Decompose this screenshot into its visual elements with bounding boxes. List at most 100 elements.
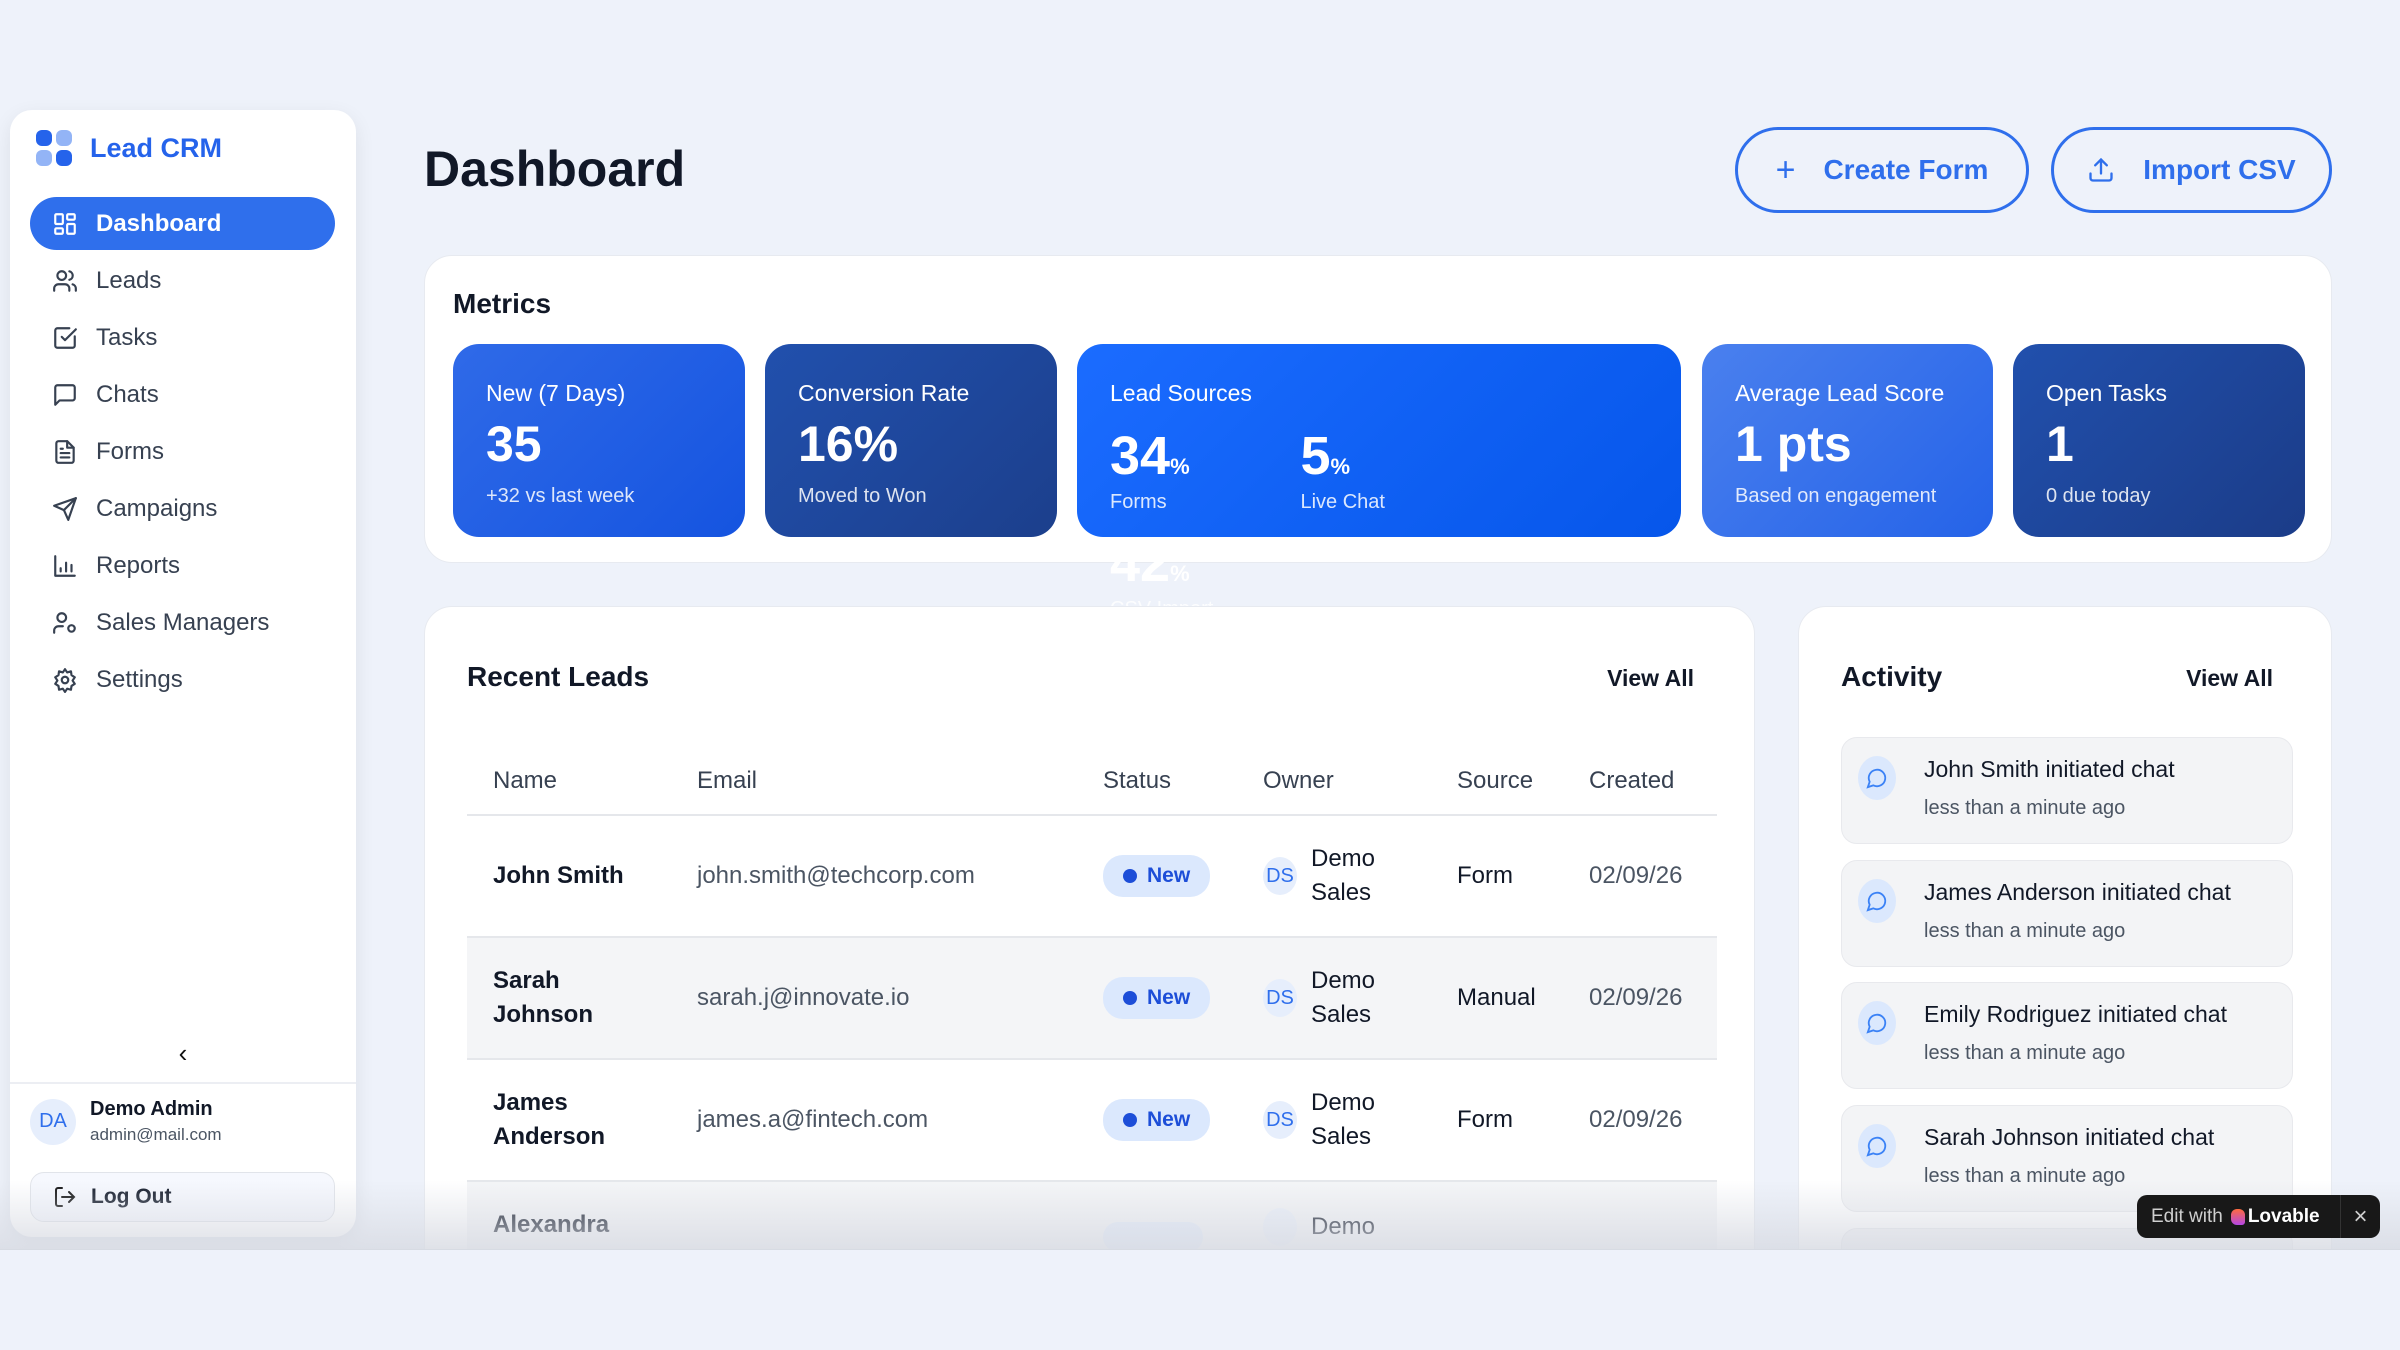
lead-created: 02/09/26 bbox=[1563, 815, 1717, 938]
lead-email: sarah.j@innovate.io bbox=[671, 937, 1077, 1060]
sidebar-item-label: Sales Managers bbox=[96, 608, 270, 636]
user-name: Demo Admin bbox=[90, 1098, 213, 1120]
table-row[interactable]: John Smith john.smith@techcorp.com New D… bbox=[467, 815, 1717, 938]
metric-label: Average Lead Score bbox=[1735, 380, 1945, 406]
sidebar-item-forms[interactable]: Forms bbox=[30, 425, 335, 478]
activity-text: John Smith initiated chat bbox=[1924, 756, 2175, 782]
upload-icon bbox=[2089, 157, 2113, 182]
metric-value: 16% bbox=[798, 416, 899, 472]
table-row[interactable]: Alexandra Demo bbox=[467, 1181, 1717, 1249]
activity-item[interactable]: James Anderson initiated chat less than a… bbox=[1841, 860, 2293, 967]
app-name: Lead CRM bbox=[90, 132, 223, 163]
lead-name: Sarah Johnson bbox=[467, 937, 671, 1060]
close-icon[interactable]: × bbox=[2340, 1195, 2380, 1238]
table-row[interactable]: Sarah Johnson sarah.j@innovate.io New DS… bbox=[467, 937, 1717, 1060]
metric-open-tasks[interactable]: Open Tasks 1 0 due today bbox=[2013, 344, 2305, 537]
metric-conversion-rate[interactable]: Conversion Rate 16% Moved to Won bbox=[765, 344, 1057, 537]
source-value: 42 bbox=[1110, 533, 1171, 593]
leads-table: Name Email Status Owner Source Created J… bbox=[467, 747, 1717, 1249]
col-source[interactable]: Source bbox=[1431, 747, 1563, 816]
activity-text: Sarah Johnson initiated chat bbox=[1924, 1124, 2215, 1150]
owner-avatar bbox=[1263, 1208, 1297, 1246]
source-forms: 34% Forms bbox=[1110, 407, 1296, 514]
metric-sub: +32 vs last week bbox=[486, 485, 635, 507]
sidebar-item-reports[interactable]: Reports bbox=[30, 539, 335, 592]
status-label: New bbox=[1147, 864, 1191, 887]
activity-time: less than a minute ago bbox=[1924, 1165, 2126, 1187]
activity-item[interactable]: Emily Rodriguez initiated chat less than … bbox=[1841, 982, 2293, 1089]
metric-new-leads[interactable]: New (7 Days) 35 +32 vs last week bbox=[453, 344, 745, 537]
activity-panel: Activity View All John Smith initiated c… bbox=[1798, 606, 2332, 1249]
metric-average-lead-score[interactable]: Average Lead Score 1 pts Based on engage… bbox=[1702, 344, 1993, 537]
leads-view-all-link[interactable]: View All bbox=[1607, 665, 1694, 691]
owner-name: Demo Sales bbox=[1311, 967, 1376, 1028]
user-profile[interactable]: DA Demo Admin admin@mail.com bbox=[30, 1098, 222, 1145]
metric-sub: Based on engagement bbox=[1735, 485, 1937, 507]
sidebar-item-label: Tasks bbox=[96, 323, 158, 351]
logout-button[interactable]: Log Out bbox=[30, 1172, 335, 1222]
col-name[interactable]: Name bbox=[467, 747, 671, 816]
status-badge bbox=[1103, 1222, 1203, 1249]
sidebar-item-tasks[interactable]: Tasks bbox=[30, 311, 335, 364]
metric-lead-sources[interactable]: Lead Sources 34%Forms 5%Live Chat 42%CSV… bbox=[1077, 344, 1681, 620]
page-title: Dashboard bbox=[424, 141, 686, 197]
logo-icon bbox=[36, 130, 72, 166]
sidebar-item-dashboard[interactable]: Dashboard bbox=[30, 197, 335, 250]
col-email[interactable]: Email bbox=[671, 747, 1077, 816]
table-row[interactable]: James Anderson james.a@fintech.com New D… bbox=[467, 1059, 1717, 1182]
metrics-title: Metrics bbox=[453, 288, 552, 319]
lovable-heart-icon bbox=[2230, 1208, 2245, 1225]
import-csv-label: Import CSV bbox=[2143, 154, 2296, 185]
collapse-sidebar-button[interactable]: ‹ bbox=[178, 1038, 188, 1068]
sidebar-item-campaigns[interactable]: Campaigns bbox=[30, 482, 335, 535]
metric-value: 35 bbox=[486, 416, 542, 472]
source-unit: % bbox=[1170, 561, 1190, 586]
lead-created: 02/09/26 bbox=[1563, 1059, 1717, 1182]
activity-time: less than a minute ago bbox=[1924, 797, 2126, 819]
owner-avatar: DS bbox=[1263, 857, 1297, 895]
source-unit: % bbox=[1330, 454, 1351, 479]
col-status[interactable]: Status bbox=[1077, 747, 1237, 816]
col-owner[interactable]: Owner bbox=[1237, 747, 1431, 816]
metric-label: Conversion Rate bbox=[798, 380, 970, 406]
source-label: Live Chat bbox=[1300, 491, 1385, 513]
sidebar-item-leads[interactable]: Leads bbox=[30, 254, 335, 307]
metric-label: Lead Sources bbox=[1110, 380, 1252, 406]
edit-with-lovable-badge[interactable]: Edit with Lovable × bbox=[2137, 1195, 2380, 1238]
activity-item[interactable]: John Smith initiated chat less than a min… bbox=[1841, 737, 2293, 844]
sidebar-item-settings[interactable]: Settings bbox=[30, 653, 335, 706]
app-logo[interactable]: Lead CRM bbox=[36, 130, 222, 166]
metric-sub: 0 due today bbox=[2046, 485, 2151, 507]
sidebar-item-label: Reports bbox=[96, 551, 181, 579]
activity-text: Emily Rodriguez initiated chat bbox=[1924, 1001, 2227, 1027]
recent-leads-title: Recent Leads bbox=[467, 661, 650, 692]
recent-leads-panel: Recent Leads View All Name Email Status … bbox=[424, 606, 1755, 1249]
source-live-chat: 5% Live Chat bbox=[1300, 407, 1486, 514]
create-form-label: Create Form bbox=[1823, 154, 1989, 185]
lead-email: john.smith@techcorp.com bbox=[671, 815, 1077, 938]
lovable-brand: Lovable bbox=[2247, 1205, 2320, 1227]
source-unit: % bbox=[1170, 454, 1190, 479]
sidebar-item-label: Dashboard bbox=[96, 209, 222, 237]
plus-icon: + bbox=[1775, 150, 1796, 189]
metric-label: Open Tasks bbox=[2046, 380, 2168, 406]
sidebar-item-label: Forms bbox=[96, 437, 164, 465]
app-viewport: Lead CRM Dashboard Leads Tasks Chats For… bbox=[0, 110, 2400, 1250]
chat-icon bbox=[1858, 1001, 1896, 1045]
owner-name: Demo Sales bbox=[1311, 1089, 1376, 1150]
sidebar-item-sales-managers[interactable]: Sales Managers bbox=[30, 596, 335, 649]
user-email: admin@mail.com bbox=[90, 1125, 222, 1144]
message-square-icon bbox=[54, 383, 76, 406]
sidebar-item-chats[interactable]: Chats bbox=[30, 368, 335, 421]
lovable-prefix: Edit with bbox=[2151, 1205, 2223, 1227]
bar-chart-icon bbox=[54, 554, 76, 577]
create-form-button[interactable]: + Create Form bbox=[1735, 127, 2029, 213]
users-icon bbox=[53, 269, 77, 292]
activity-view-all-link[interactable]: View All bbox=[2186, 665, 2273, 691]
status-badge: New bbox=[1103, 1099, 1211, 1141]
logout-label: Log Out bbox=[91, 1185, 172, 1208]
import-csv-button[interactable]: Import CSV bbox=[2051, 127, 2332, 213]
layout-grid-icon bbox=[54, 212, 76, 235]
col-created[interactable]: Created bbox=[1563, 747, 1717, 816]
lead-email: james.a@fintech.com bbox=[671, 1059, 1077, 1182]
